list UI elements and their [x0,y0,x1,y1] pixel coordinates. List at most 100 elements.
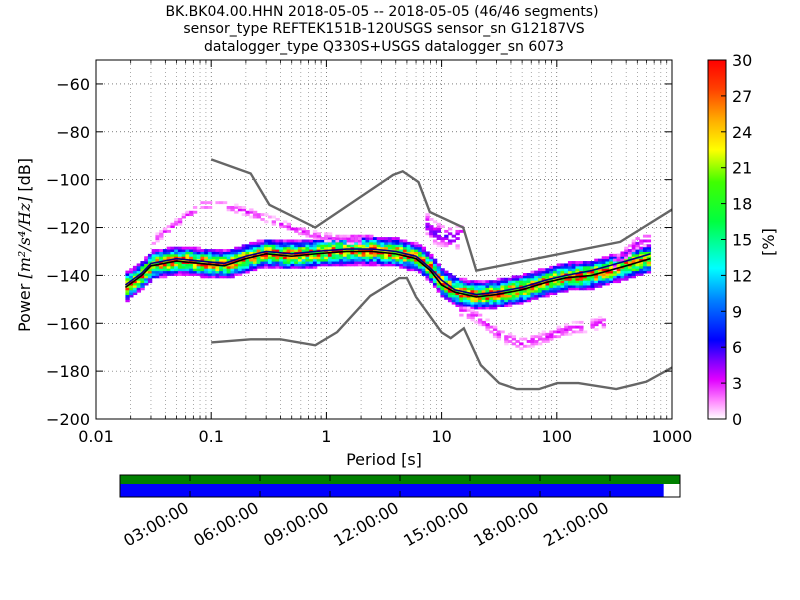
psd-cell [354,256,359,260]
psd-cell [192,263,198,267]
psd-cell [279,265,284,269]
psd-cell [151,275,157,279]
psd-cell [511,299,517,303]
psd-cell [207,201,213,205]
psd-cell [309,246,314,250]
psd-cell [492,325,498,329]
psd-cell [541,340,547,343]
psd-cell [549,289,554,293]
psd-cell [597,282,603,286]
x-tick-label: 10 [431,427,451,446]
psd-cell [627,256,633,260]
psd-cell [537,284,543,288]
psd-cell [144,275,149,279]
psd-cell [271,265,277,269]
psd-cell [155,258,160,262]
psd-cell [162,249,168,252]
psd-cell [136,280,142,284]
psd-cell [267,241,273,245]
psd-cell [132,270,138,274]
psd-cell [481,289,487,293]
psd-cell [327,256,333,260]
psd-cell [357,253,363,257]
psd-cell [380,253,385,257]
psd-cell [305,256,310,260]
psd-cell [511,296,517,300]
psd-cell [399,261,404,264]
psd-cell [234,249,239,252]
psd-cell [384,256,389,260]
psd-cell [226,270,232,274]
psd-cell [245,244,250,248]
psd-cell [504,292,509,296]
chart-title-line-1: BK.BK04.00.HHN 2018-05-05 -- 2018-05-05 … [165,4,598,20]
psd-cell [185,263,190,267]
psd-cell [444,294,449,298]
psd-cell [147,268,153,272]
psd-cell [241,261,247,264]
psd-cell [159,249,164,252]
psd-cell [477,299,483,303]
psd-cell [534,342,539,346]
psd-cell [305,234,310,238]
psd-cell [151,256,157,260]
psd-cell [582,284,588,288]
psd-cell [155,249,160,252]
psd-cell [286,265,292,269]
psd-cell [189,265,194,269]
psd-cell [342,251,348,255]
psd-cell [365,241,370,245]
psd-cell [474,282,479,286]
psd-cell [286,227,292,231]
psd-cell [365,246,370,250]
psd-cell [609,258,614,262]
psd-cell [301,261,307,264]
psd-cell [624,268,629,272]
psd-cell [256,215,262,219]
psd-cell [376,256,382,260]
psd-cell [635,253,640,257]
psd-cell [249,244,254,248]
psd-cell [361,246,367,250]
psd-cell [256,249,262,252]
psd-cell [391,261,397,264]
psd-cell [575,282,580,286]
psd-cell [436,265,442,269]
psd-cell [485,306,490,310]
psd-cell [320,253,325,257]
psd-cell [579,287,584,291]
psd-cell [301,249,307,252]
psd-cell [391,253,397,257]
psd-cell [560,282,565,286]
psd-cell [597,280,603,284]
psd-cell [174,253,179,257]
psd-cell [537,273,543,276]
psd-cell [155,275,160,279]
psd-cell [639,253,644,257]
psd-cell [151,258,157,262]
psd-cell [436,282,442,286]
psd-cell [147,280,153,284]
psd-cell [189,251,194,255]
psd-cell [264,244,269,248]
psd-cell [294,263,299,267]
psd-cell [470,313,475,317]
psd-cell [511,337,517,341]
psd-cell [256,256,262,260]
psd-cell [406,251,412,255]
psd-cell [316,246,322,250]
psd-cell [511,277,517,281]
psd-cell [245,251,250,255]
psd-cell [530,292,535,296]
psd-cell [579,330,584,334]
psd-cell [369,263,374,267]
psd-cell [305,258,310,262]
psd-cell [504,340,509,343]
psd-cell [395,246,400,250]
psd-cell [237,270,243,274]
psd-cell [166,253,172,257]
psd-cell [489,292,494,296]
psd-cell [215,275,220,279]
psd-cell [132,292,138,296]
psd-cell [429,258,434,262]
